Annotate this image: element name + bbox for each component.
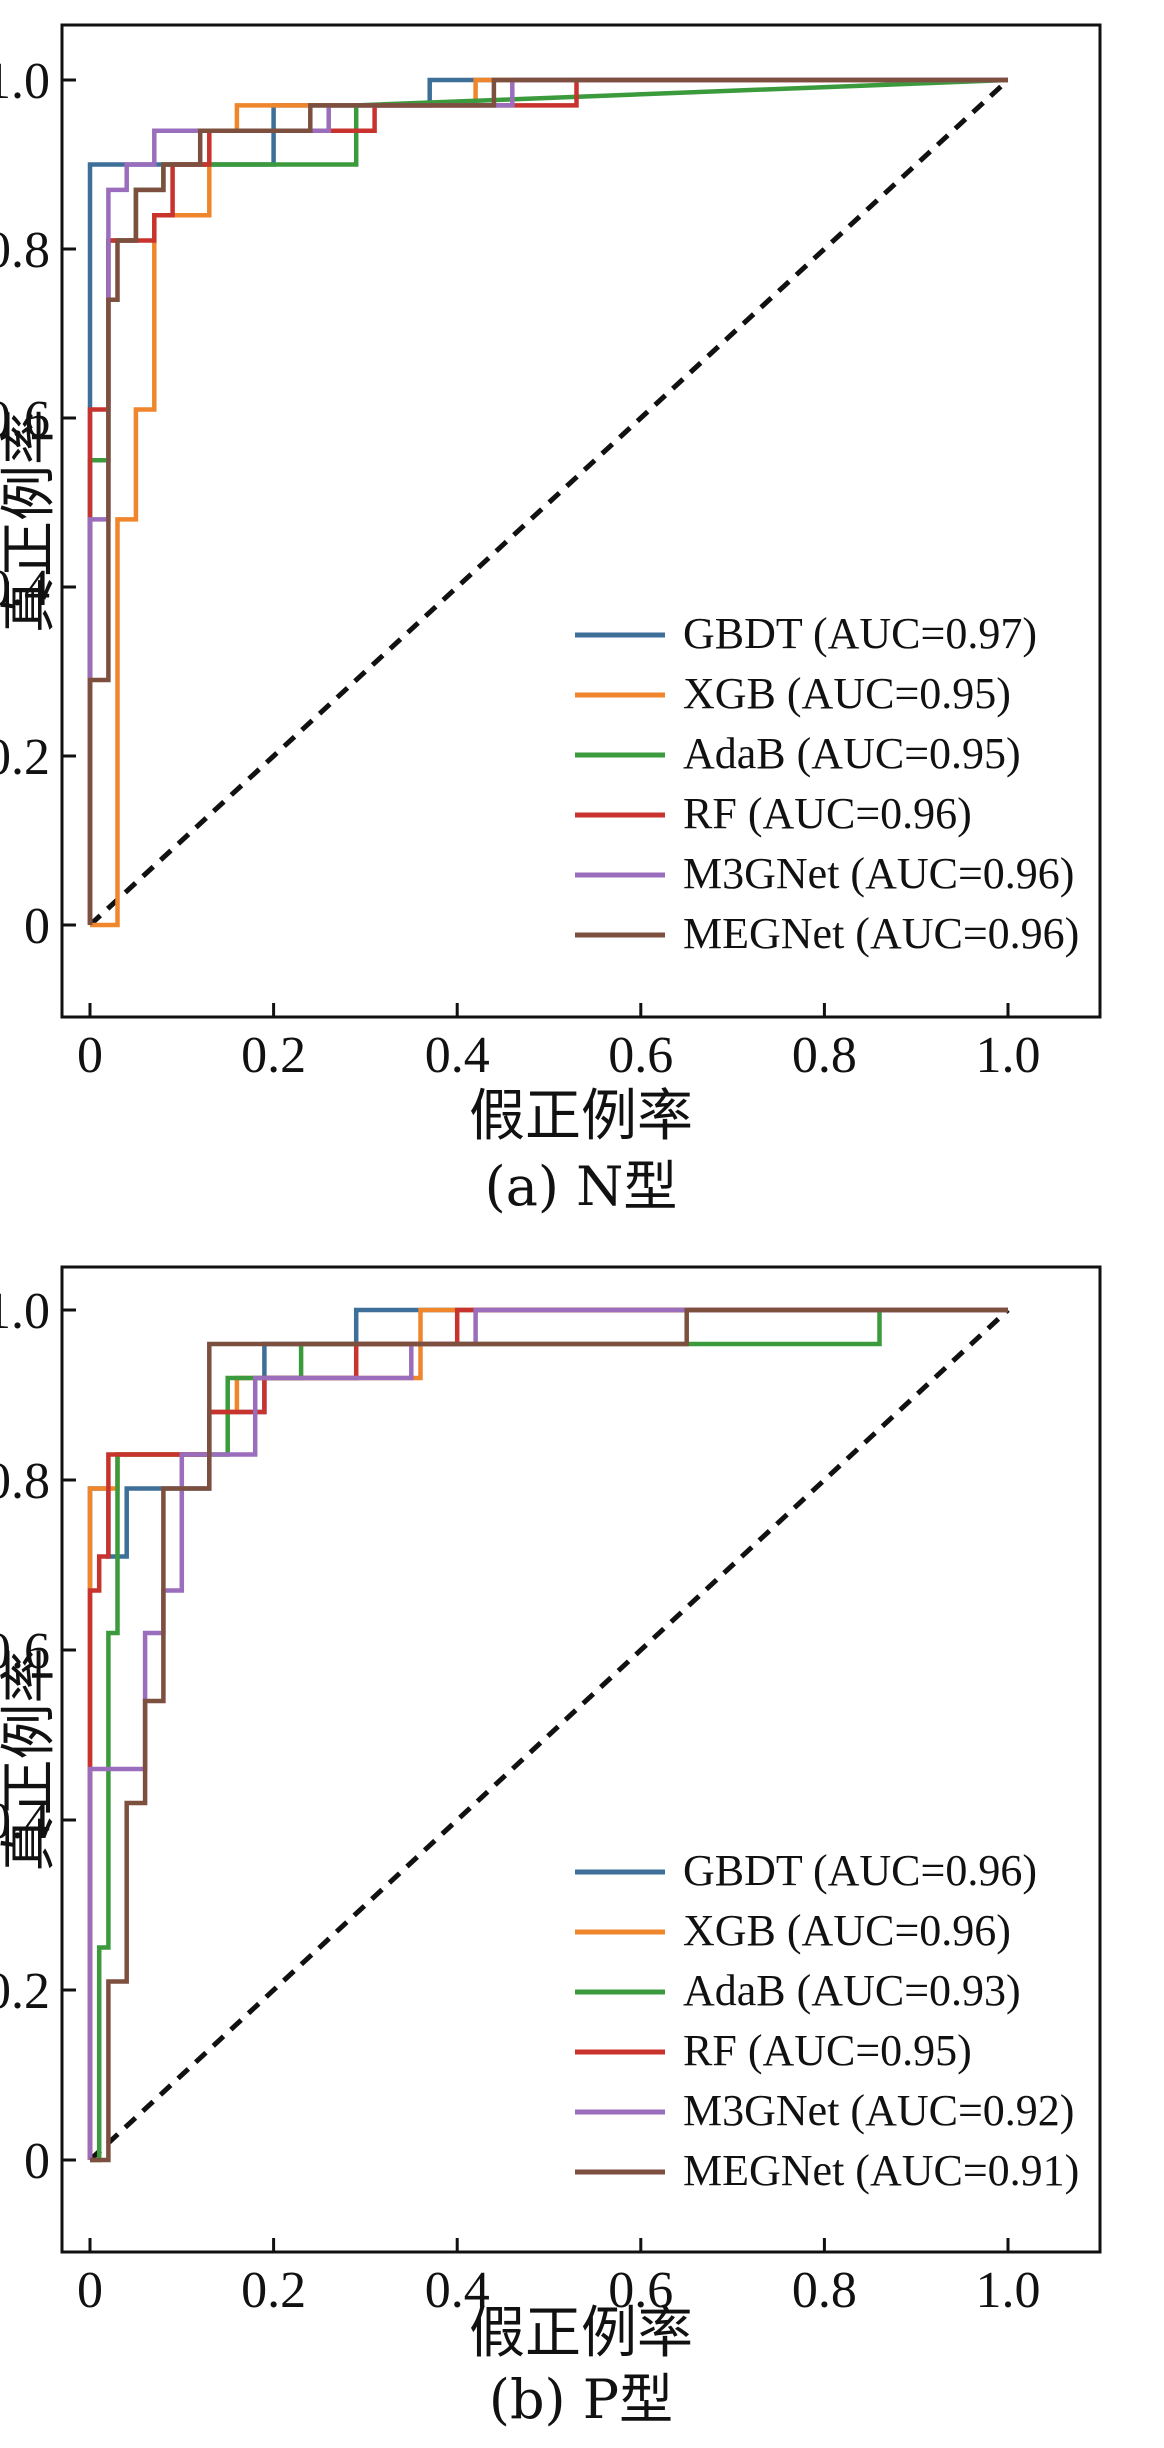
y-tick-label: 0: [24, 898, 50, 955]
chart-panel-n-type: 0 0.2 0.4 0.6 0.8 1.0 0 0.2 0.4 0.6 0.8 1.0 GBDT (…: [0, 23, 1102, 1218]
y-tick-label: 0.4: [0, 1793, 50, 1850]
y-tick-label: 0.2: [0, 1963, 50, 2020]
roc-curve-megnet: [87, 77, 1008, 925]
y-axis-ticks: 0 0.2 0.4 0.6 0.8 1.0: [0, 53, 76, 955]
x-tick-label: 0.2: [241, 1027, 306, 1084]
x-tick-label: 0.4: [425, 1027, 490, 1084]
legend-entry: AdaB (AUC=0.95): [683, 729, 1021, 778]
chance-diagonal: [88, 78, 1010, 927]
y-tick-label: 0: [24, 2133, 50, 2190]
y-axis-label: 真正例率: [0, 409, 62, 633]
y-tick-label: 0.8: [0, 1453, 50, 1510]
legend-entry: RF (AUC=0.96): [683, 789, 972, 838]
legend-entry: M3GNet (AUC=0.92): [683, 2086, 1074, 2135]
y-tick-label: 0.8: [0, 222, 50, 279]
legend-entry: GBDT (AUC=0.97): [683, 609, 1037, 658]
x-tick-label: 0.6: [608, 1027, 673, 1084]
y-tick-label: 0.2: [0, 729, 50, 786]
plot-frame: [60, 1265, 1102, 2254]
x-tick-label: 0.4: [425, 2262, 490, 2319]
legend-entry: XGB (AUC=0.96): [683, 1906, 1011, 1955]
x-tick-label: 1.0: [976, 1027, 1041, 1084]
x-tick-label: 0: [77, 1027, 103, 1084]
legend: GBDT (AUC=0.96) XGB (AUC=0.96) AdaB (AUC=0…: [575, 1846, 1079, 2195]
legend-entry: MEGNet (AUC=0.96): [683, 909, 1079, 958]
panel-caption: (a) N型: [485, 1155, 678, 1218]
y-axis-label: 真正例率: [0, 1648, 62, 1872]
y-tick-label: 0.4: [0, 560, 50, 617]
chart-panel-p-type: 0 0.2 0.4 0.6 0.8 1.0 0 0.2 0.4 0.6 0.8 1.0 GBDT (…: [0, 1265, 1102, 2431]
x-tick-label: 1.0: [976, 2262, 1041, 2319]
y-tick-label: 0.6: [0, 1623, 50, 1680]
x-tick-label: 0.8: [792, 2262, 857, 2319]
x-axis-ticks: 0 0.2 0.4 0.6 0.8 1.0: [77, 1003, 1041, 1084]
y-axis-ticks: 0 0.2 0.4 0.6 0.8 1.0: [0, 1283, 76, 2190]
legend: GBDT (AUC=0.97) XGB (AUC=0.95) AdaB (AUC=0…: [575, 609, 1079, 958]
y-tick-label: 1.0: [0, 1283, 50, 1340]
legend-entry: M3GNet (AUC=0.96): [683, 849, 1074, 898]
x-tick-label: 0.2: [241, 2262, 306, 2319]
roc-curve-megnet: [90, 1307, 1008, 2163]
x-tick-label: 0: [77, 2262, 103, 2319]
x-axis-label: 假正例率: [469, 1084, 693, 1149]
y-tick-label: 1.0: [0, 53, 50, 110]
y-tick-label: 0.6: [0, 391, 50, 448]
legend-entry: GBDT (AUC=0.96): [683, 1846, 1037, 1895]
x-axis-label: 假正例率: [469, 2301, 693, 2366]
legend-entry: RF (AUC=0.95): [683, 2026, 972, 2075]
legend-entry: MEGNet (AUC=0.91): [683, 2146, 1079, 2195]
x-tick-label: 0.6: [608, 2262, 673, 2319]
x-tick-label: 0.8: [792, 1027, 857, 1084]
chance-diagonal: [88, 1308, 1010, 2162]
legend-entry: XGB (AUC=0.95): [683, 669, 1011, 718]
panel-caption: (b) P型: [489, 2368, 673, 2431]
plot-frame: [60, 23, 1102, 1019]
roc-curves: [87, 1307, 1010, 2163]
x-axis-ticks: 0 0.2 0.4 0.6 0.8 1.0: [77, 2238, 1041, 2319]
legend-entry: AdaB (AUC=0.93): [683, 1966, 1021, 2015]
roc-curves: [87, 77, 1010, 928]
